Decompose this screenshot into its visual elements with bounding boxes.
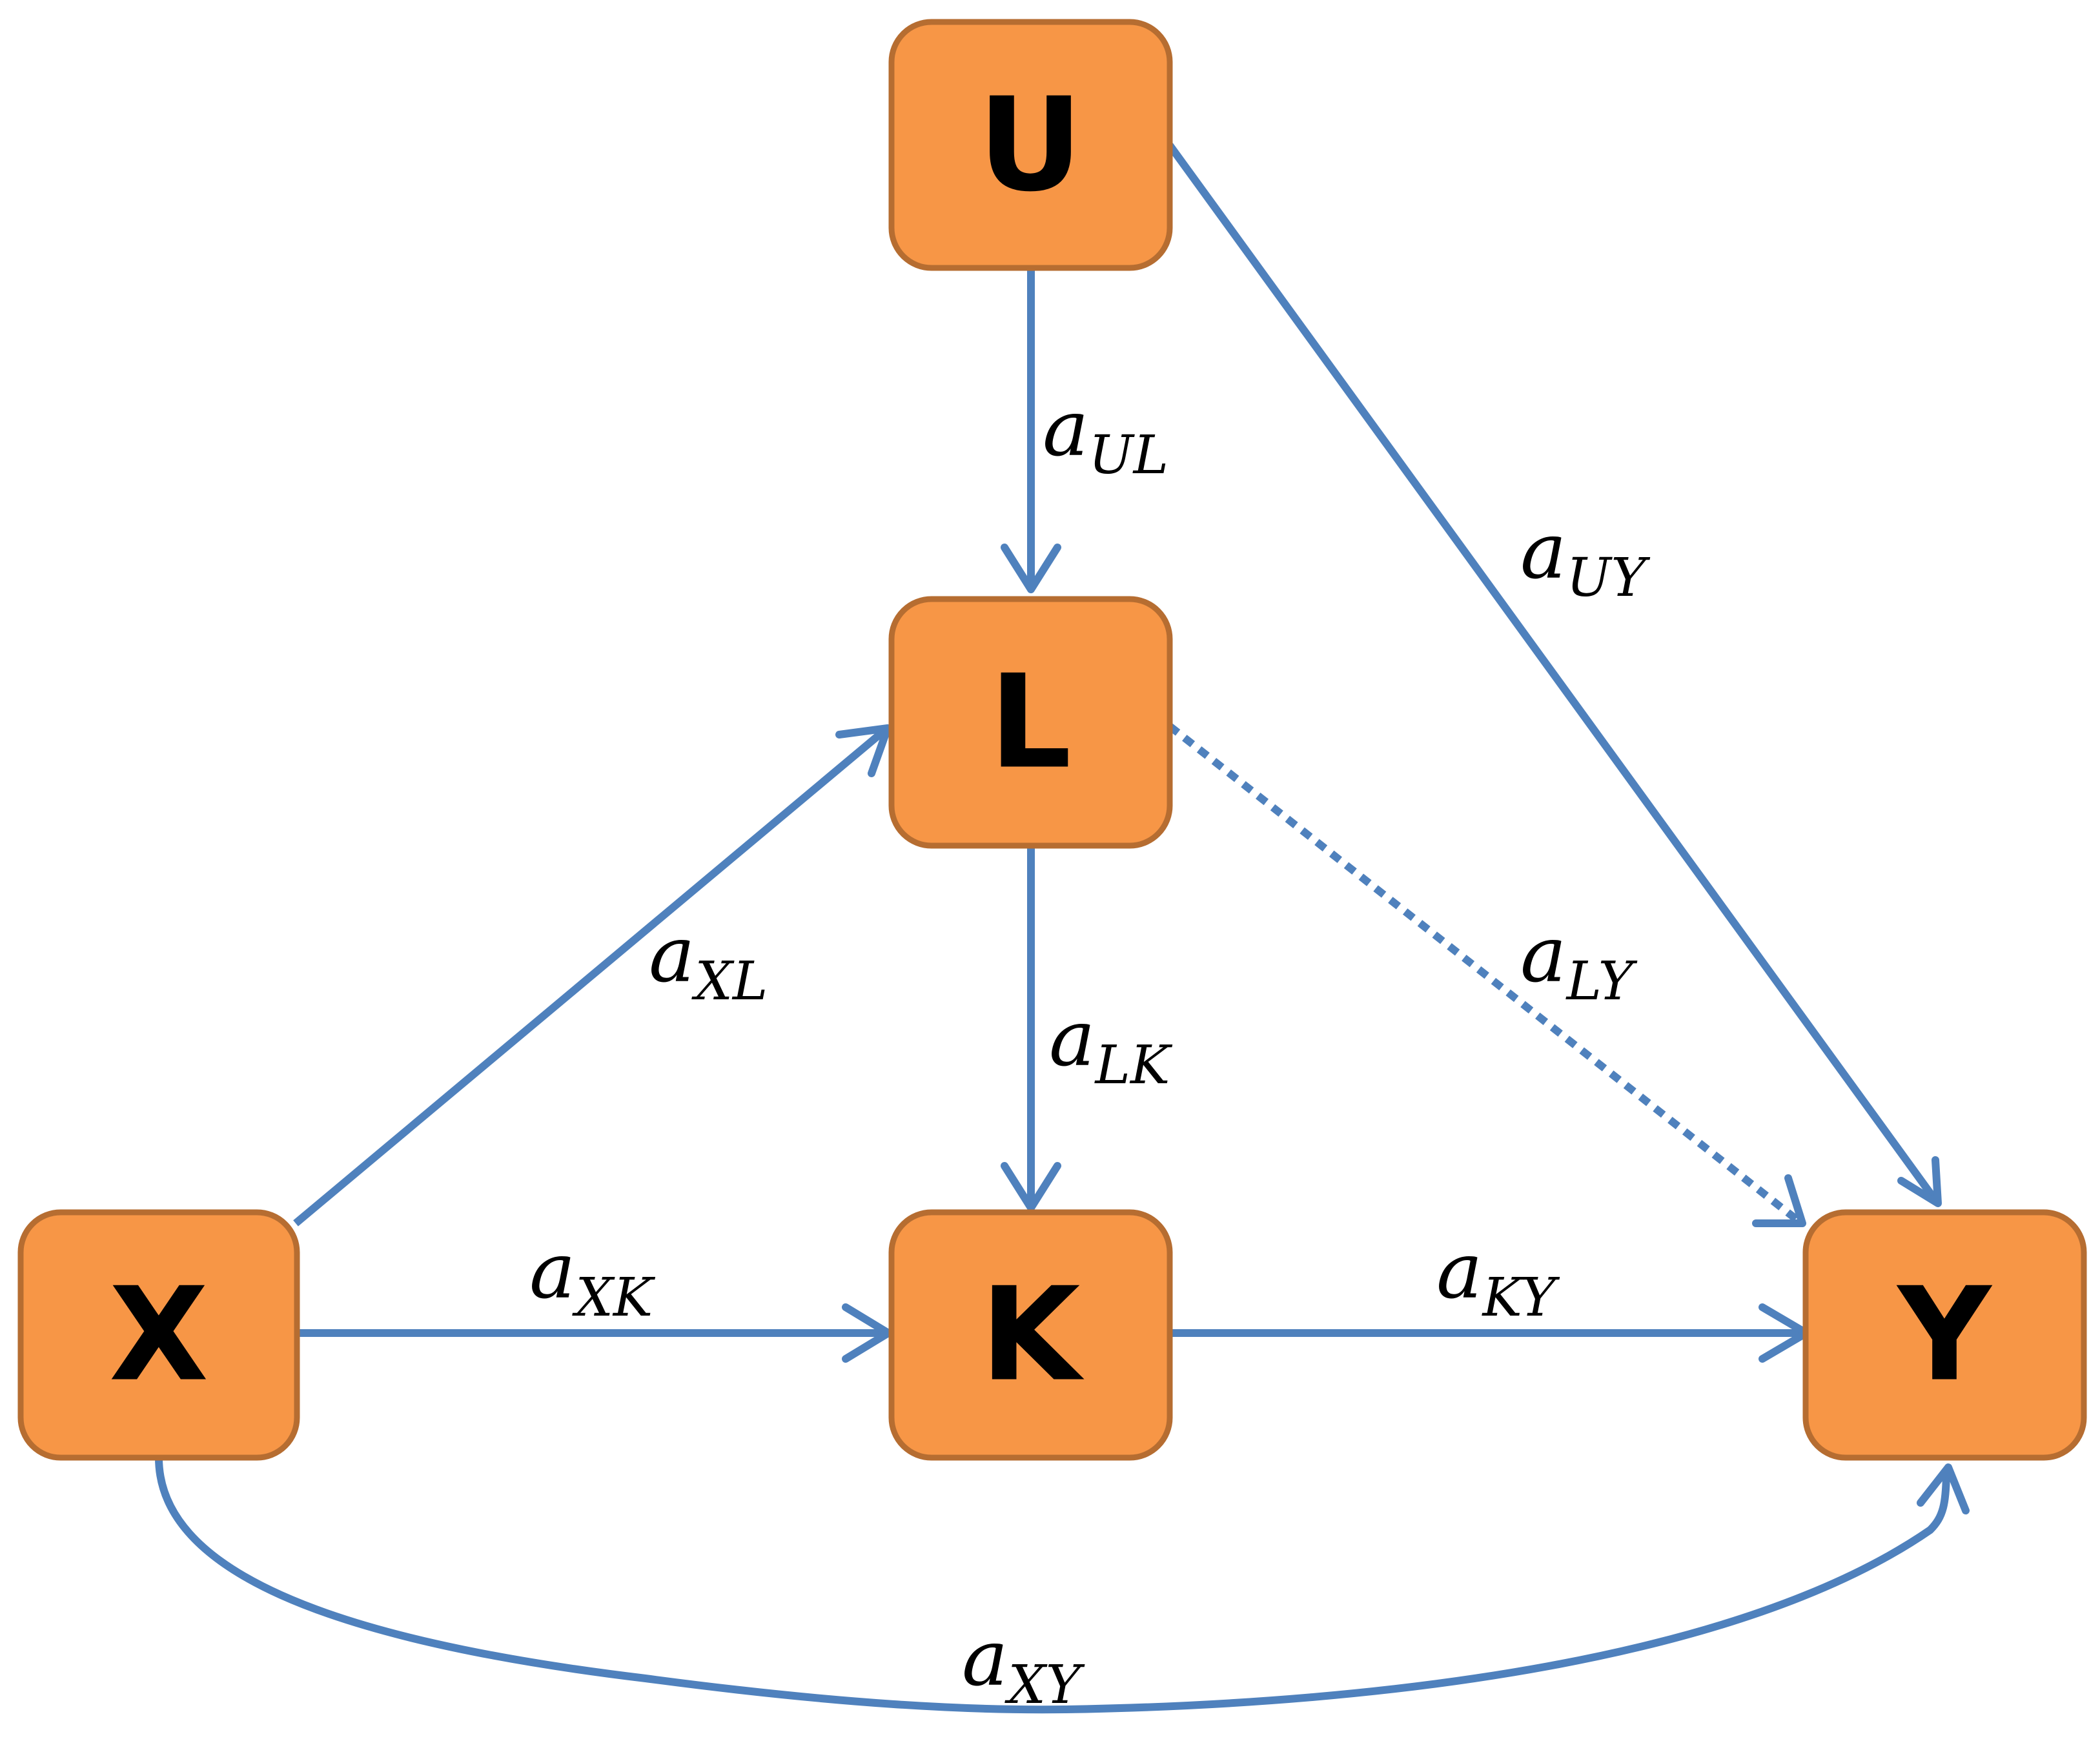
edge-l-to-k bbox=[1001, 846, 1061, 1212]
label-subscript: XY bbox=[1004, 1655, 1085, 1716]
node-k: K bbox=[888, 1209, 1173, 1461]
node-x: X bbox=[17, 1209, 300, 1461]
label-main: a bbox=[649, 910, 695, 1000]
arrowhead-icon bbox=[1001, 544, 1061, 593]
edge-u-to-y bbox=[1167, 143, 1942, 1207]
label-a-lk: aLK bbox=[1049, 994, 1173, 1096]
arrowhead-icon bbox=[1917, 1463, 1970, 1514]
edge-u-to-l bbox=[1001, 268, 1061, 593]
label-main: a bbox=[1436, 1227, 1483, 1316]
arrowhead-icon bbox=[1001, 1162, 1061, 1212]
label-a-ly: aLY bbox=[1520, 910, 1638, 1012]
node-box bbox=[1802, 1209, 2087, 1461]
label-main: a bbox=[1043, 384, 1089, 474]
node-y: Y bbox=[1802, 1209, 2087, 1461]
label-subscript: UY bbox=[1567, 547, 1651, 609]
label-a-xl: aXL bbox=[649, 910, 768, 1012]
edge-l-to-y bbox=[1167, 723, 1806, 1227]
label-a-ul: aUL bbox=[1043, 384, 1168, 486]
label-subscript: KY bbox=[1482, 1267, 1560, 1329]
arrowhead-icon bbox=[842, 1303, 892, 1363]
node-label: U bbox=[978, 70, 1083, 221]
label-subscript: XL bbox=[691, 951, 768, 1012]
label-main: a bbox=[529, 1227, 576, 1316]
node-label: Y bbox=[1897, 1260, 1993, 1411]
label-subscript: UL bbox=[1089, 425, 1169, 486]
edge-x-to-y bbox=[155, 1457, 1970, 1714]
edge-line bbox=[293, 726, 888, 1227]
node-u: U bbox=[888, 19, 1173, 271]
node-l: L bbox=[888, 596, 1173, 849]
label-subscript: LK bbox=[1094, 1035, 1173, 1096]
label-a-xk: aXK bbox=[529, 1227, 656, 1329]
arrowhead-icon bbox=[1897, 1156, 1942, 1207]
label-subscript: XK bbox=[572, 1267, 656, 1329]
label-main: a bbox=[1049, 994, 1096, 1084]
node-box bbox=[17, 1209, 300, 1461]
edge-line bbox=[155, 1457, 1950, 1714]
label-subscript: LY bbox=[1565, 951, 1638, 1012]
edge-x-to-l bbox=[293, 724, 892, 1227]
label-main: a bbox=[962, 1614, 1008, 1704]
edge-line bbox=[1167, 723, 1802, 1225]
node-label: K bbox=[981, 1260, 1085, 1411]
node-box bbox=[888, 596, 1173, 849]
label-a-uy: aUY bbox=[1520, 507, 1651, 609]
node-label: X bbox=[109, 1260, 209, 1411]
label-main: a bbox=[1520, 910, 1567, 1000]
arrowhead-icon bbox=[835, 724, 892, 777]
label-a-xy: aXY bbox=[962, 1614, 1085, 1716]
node-box bbox=[888, 19, 1173, 271]
node-box bbox=[888, 1209, 1173, 1461]
label-main: a bbox=[1520, 507, 1567, 596]
edge-line bbox=[1167, 143, 1940, 1205]
node-label: L bbox=[989, 647, 1071, 798]
label-a-ky: aKY bbox=[1436, 1227, 1560, 1329]
edge-x-to-k bbox=[297, 1303, 892, 1363]
arrowhead-icon bbox=[1752, 1174, 1806, 1227]
